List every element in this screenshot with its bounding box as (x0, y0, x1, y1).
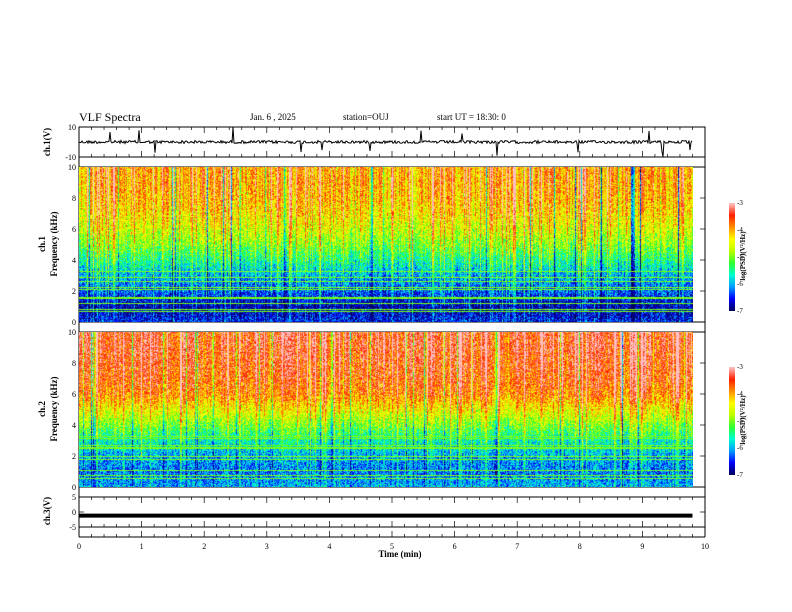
ch1-waveform-line (78, 127, 693, 157)
colorbar-tick-label: -6 (737, 444, 743, 452)
colorbar-tick-label: -5 (737, 417, 743, 425)
ch1-spec-ytick-label: 2 (72, 287, 76, 296)
x-tick-label: 4 (327, 542, 331, 551)
x-tick-label: 2 (202, 542, 206, 551)
ch2-spec-ytick-label: 6 (72, 390, 76, 399)
date-label: Jan. 6 , 2025 (250, 112, 296, 122)
x-tick-label: 10 (701, 542, 709, 551)
ch2-spec-ytick-label: 4 (72, 421, 76, 430)
ch2-spec-ytick-label: 0 (72, 483, 76, 492)
station-label: station=OUJ (343, 112, 389, 122)
colorbar-1 (729, 203, 735, 311)
colorbar-tick-label: -7 (737, 307, 743, 315)
colorbar-2 (729, 367, 735, 475)
ch1-wave-ytick-label: 10 (68, 123, 76, 132)
x-tick-label: 3 (265, 542, 269, 551)
colorbar-tick-label: -5 (737, 253, 743, 261)
colorbar-tick-label: -4 (737, 390, 743, 398)
x-tick-label: 0 (77, 542, 81, 551)
ch1-spectrogram (79, 167, 693, 322)
colorbar-tick-label: -6 (737, 280, 743, 288)
ch1-spec-ytick-label: 10 (68, 163, 76, 172)
colorbar-tick-label: -3 (737, 199, 743, 207)
x-tick-label: 5 (390, 542, 394, 551)
ch1-wave-ytick-label: -10 (65, 153, 76, 162)
colorbar-tick-label: -7 (737, 471, 743, 479)
colorbar-tick-label: -3 (737, 363, 743, 371)
ch1-spec-ytick-label: 6 (72, 225, 76, 234)
ch3-wave-ytick-label: -5 (69, 523, 76, 532)
ch1-spec-ytick-label: 8 (72, 194, 76, 203)
start-time-label: start UT = 18:30: 0 (437, 112, 506, 122)
ch3-wave-ytick-label: 0 (72, 508, 76, 517)
ch1-spec-ytick-label: 4 (72, 256, 76, 265)
x-tick-label: 7 (515, 542, 519, 551)
ch2-spec-ytick-label: 10 (68, 328, 76, 337)
x-tick-label: 8 (578, 542, 582, 551)
ch2-spec-ytick-label: 2 (72, 452, 76, 461)
x-tick-label: 6 (453, 542, 457, 551)
x-axis-label: Time (min) (378, 549, 421, 559)
ch1-waveform-trace (78, 127, 693, 157)
colorbar-tick-label: -4 (737, 226, 743, 234)
ch3-wave-ytick-label: 5 (72, 493, 76, 502)
ch2-spectrogram (79, 332, 693, 487)
figure-title: VLF Spectra (79, 110, 141, 124)
ch1-spec-ytick-label: 0 (72, 318, 76, 327)
x-tick-label: 9 (640, 542, 644, 551)
x-tick-label: 1 (140, 542, 144, 551)
ch2-spec-ytick-label: 8 (72, 359, 76, 368)
